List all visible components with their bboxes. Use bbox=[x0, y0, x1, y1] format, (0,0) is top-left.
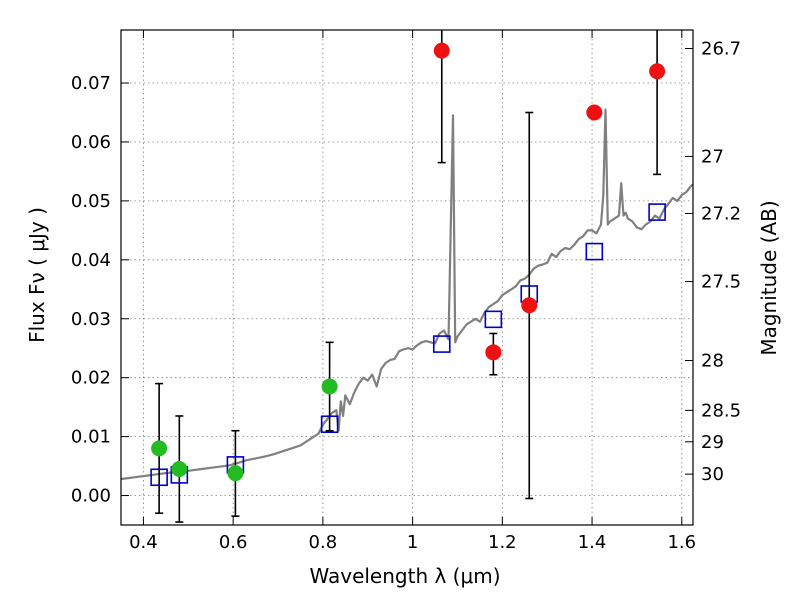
x-tick-label: 1.6 bbox=[667, 532, 696, 553]
y-axis-right-label: Magnitude (AB) bbox=[757, 200, 781, 355]
y-axis-label: Flux Fν ( μJy ) bbox=[25, 207, 49, 343]
y-tick-label: 0.07 bbox=[71, 73, 111, 94]
y-tick-label: 0.03 bbox=[71, 309, 111, 330]
spectrum-line bbox=[121, 108, 693, 481]
upper-limit-point bbox=[586, 104, 603, 121]
upper-limit-point bbox=[649, 63, 666, 80]
x-tick-label: 1 bbox=[407, 532, 418, 553]
model-photometry-square bbox=[484, 310, 503, 329]
mag-tick-label: 28 bbox=[701, 351, 724, 372]
detection-point bbox=[227, 465, 244, 482]
mag-tick-label: 27 bbox=[701, 146, 724, 167]
y-tick-label: 0.06 bbox=[71, 132, 111, 153]
mag-tick-label: 30 bbox=[701, 464, 724, 485]
model-photometry-square bbox=[648, 203, 666, 221]
detection-point bbox=[151, 440, 168, 457]
x-tick-label: 1.2 bbox=[488, 532, 517, 553]
upper-limit-point bbox=[521, 297, 538, 314]
marker-layer bbox=[150, 42, 666, 487]
model-photometry-square bbox=[150, 468, 168, 487]
mag-tick-label: 26.7 bbox=[701, 38, 741, 59]
mag-tick-label: 27.2 bbox=[701, 203, 741, 224]
upper-limit-point bbox=[485, 344, 502, 361]
model-photometry-square bbox=[320, 415, 339, 434]
y-tick-label: 0.05 bbox=[71, 191, 111, 212]
x-tick-label: 1.4 bbox=[578, 532, 607, 553]
x-tick-label: 0.6 bbox=[219, 532, 248, 553]
x-tick-label: 0.4 bbox=[129, 532, 158, 553]
y-tick-label: 0.02 bbox=[71, 368, 111, 389]
mag-tick-label: 27.5 bbox=[701, 272, 741, 293]
grid-lines bbox=[121, 30, 693, 525]
spectrum-layer bbox=[121, 108, 693, 481]
plot-frame bbox=[120, 29, 694, 526]
y-tick-label: 0.04 bbox=[71, 250, 111, 271]
x-axis-label: Wavelength λ (μm) bbox=[309, 564, 500, 588]
x-tick-label: 0.8 bbox=[309, 532, 338, 553]
tick-layer: 0.4 0.6 0.8 1 1.2 1.4 1.6 0.00 0.01 0.02 0.03 0.04 0… bbox=[71, 30, 741, 553]
model-photometry-square bbox=[585, 242, 604, 261]
y-tick-label: 0.01 bbox=[71, 427, 111, 448]
mag-tick-label: 28.5 bbox=[701, 400, 741, 421]
detection-point bbox=[171, 461, 188, 478]
upper-limit-point bbox=[433, 42, 450, 59]
y-tick-label: 0.00 bbox=[71, 486, 111, 507]
model-photometry-square bbox=[432, 335, 451, 353]
mag-tick-label: 29 bbox=[701, 432, 724, 453]
detection-point bbox=[321, 378, 338, 395]
